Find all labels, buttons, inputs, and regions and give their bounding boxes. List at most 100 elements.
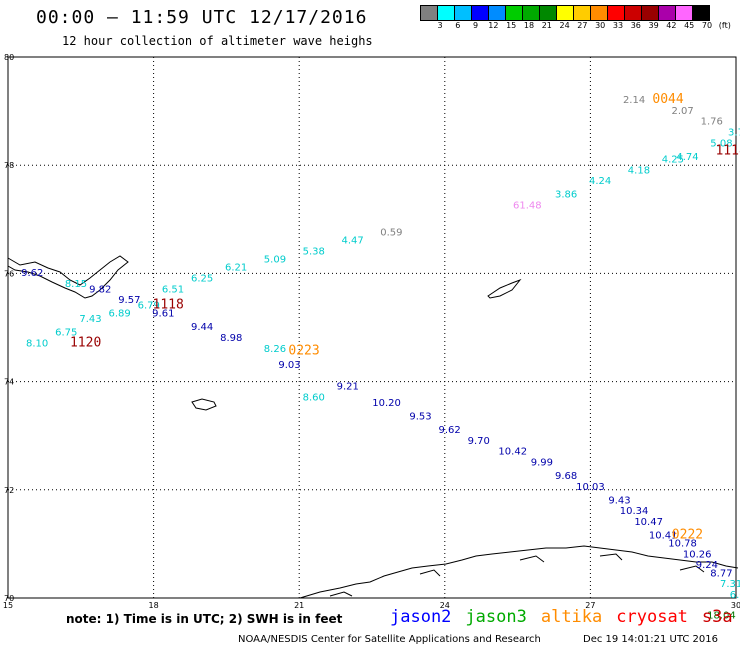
pass-time-label: 1118 bbox=[153, 298, 184, 313]
wave-height-label: 1.76 bbox=[701, 117, 723, 128]
wave-height-label: 9.68 bbox=[555, 471, 577, 482]
colorbar-labels: 3 6 9 12 15 18 21 24 27 30 33 36 39 42 45 70 (ft) bbox=[421, 21, 740, 33]
colorbar-label: 3 bbox=[437, 21, 443, 30]
pass-time-label: 0222 bbox=[672, 527, 703, 542]
note-text: note: 1) Time is in UTC; 2) SWH is in fe… bbox=[66, 612, 343, 626]
time-labels: 0044 1118 0223 1118 1120 0222 bbox=[70, 92, 740, 543]
colorbar-label: 30 bbox=[595, 21, 606, 30]
latitude-tick-label: 78 bbox=[4, 161, 14, 170]
longitude-tick-label: 27 bbox=[585, 601, 595, 610]
wave-height-label: 3.7 bbox=[728, 127, 740, 138]
wave-height-label: 5.38 bbox=[303, 246, 325, 257]
colorbar-label: 36 bbox=[630, 21, 641, 30]
wave-height-label: 8.26 bbox=[264, 344, 286, 355]
colorbar-label: 42 bbox=[666, 21, 677, 30]
wave-height-label: 10.41 bbox=[649, 530, 678, 541]
wave-height-label: 9.70 bbox=[468, 436, 490, 447]
norway-coastline-islands bbox=[329, 553, 705, 597]
latitude-tick-label: 76 bbox=[4, 269, 14, 278]
wave-height-label: 9.62 bbox=[439, 425, 461, 436]
bjornoya-coastline bbox=[191, 398, 217, 411]
latitude-tick-label: 80 bbox=[4, 53, 14, 62]
satellite-legend: jason2 jason3 altika cryosat s3a bbox=[390, 607, 740, 627]
colorbar-label: 9 bbox=[473, 21, 479, 30]
colorbar-label: 15 bbox=[506, 21, 517, 30]
wave-height-label: 9.03 bbox=[278, 360, 300, 371]
colorbar-label: 24 bbox=[559, 21, 570, 30]
wave-height-label: 4.24 bbox=[589, 176, 611, 187]
wave-height-label: 5.09 bbox=[264, 255, 286, 266]
wave-height-label: 4.47 bbox=[341, 236, 363, 247]
wave-height-label: 8.60 bbox=[303, 393, 325, 404]
wave-height-label: 9.61 bbox=[152, 309, 174, 320]
wave-height-label: 10.03 bbox=[576, 482, 605, 493]
observation-labels: 2.14 2.07 1.76 3.75.08 4.744.25 4.18 4.24 3.86 6… bbox=[21, 95, 740, 622]
wave-height-label: 10.26 bbox=[683, 549, 712, 560]
wave-height-label: 9.24 bbox=[696, 560, 718, 571]
satellite-legend-entry: cryosat bbox=[616, 607, 688, 627]
wave-height-label: 9.57 bbox=[118, 295, 140, 306]
footer-timestamp: Dec 19 14:01:21 UTC 2016 bbox=[583, 634, 718, 645]
longitude-tick-label: 24 bbox=[440, 601, 450, 610]
wave-height-label: 8.98 bbox=[220, 333, 242, 344]
wave-height-label: 6.89 bbox=[108, 309, 130, 320]
wave-height-label: 4.18 bbox=[628, 165, 650, 176]
colorbar-label: 70 bbox=[701, 21, 713, 30]
kong-karls-land-coastline bbox=[487, 278, 522, 299]
wave-height-label: 6.79 bbox=[138, 301, 160, 312]
wave-height-label: 6.21 bbox=[225, 263, 247, 274]
wave-height-label: 9.43 bbox=[608, 495, 630, 506]
wave-height-label: 18.04 bbox=[707, 611, 736, 622]
wave-height-label: 6.51 bbox=[162, 284, 184, 295]
colorbar bbox=[420, 5, 710, 21]
longitude-tick-labels: 15 18 21 24 27 30 bbox=[3, 601, 740, 610]
latitude-tick-label: 72 bbox=[4, 486, 14, 495]
colorbar-label: 27 bbox=[577, 21, 588, 30]
pass-time-label: 0044 bbox=[652, 92, 683, 107]
footer-credit: NOAA/NESDIS Center for Satellite Applica… bbox=[238, 634, 541, 645]
longitude-tick-label: 30 bbox=[731, 601, 740, 610]
wave-height-label: 10.20 bbox=[372, 398, 401, 409]
latitude-tick-label: 70 bbox=[4, 594, 14, 603]
satellite-legend-entry: jason3 bbox=[465, 607, 527, 627]
wave-height-label: 10.47 bbox=[634, 517, 663, 528]
satellite-legend-entry: altika bbox=[540, 607, 603, 627]
wave-height-label: 9.82 bbox=[89, 284, 111, 295]
wave-height-label: 9.99 bbox=[531, 457, 553, 468]
wave-height-label: 6.03 bbox=[730, 590, 740, 601]
latitude-tick-labels: 80 78 76 74 72 70 bbox=[4, 53, 14, 603]
wave-height-label: 0.59 bbox=[380, 228, 402, 239]
longitude-tick-label: 18 bbox=[149, 601, 159, 610]
wave-height-label: 8.77 bbox=[710, 568, 732, 579]
map-border bbox=[7, 56, 737, 599]
satellite-legend-entry: jason2 bbox=[390, 607, 452, 627]
norway-coastline bbox=[299, 545, 739, 599]
wave-height-label: 6.25 bbox=[191, 274, 213, 285]
wave-height-label: 9.53 bbox=[409, 411, 431, 422]
svalbard-coastline bbox=[7, 255, 129, 299]
satellite-legend-entry: s3a bbox=[701, 607, 733, 627]
wave-height-label: 5.08 bbox=[710, 138, 732, 149]
longitude-tick-label: 15 bbox=[3, 601, 13, 610]
pass-time-label: 0223 bbox=[288, 344, 319, 359]
colorbar-swatch bbox=[692, 5, 710, 21]
wave-height-label: 4.25 bbox=[662, 154, 684, 165]
wave-height-label: 10.78 bbox=[668, 539, 697, 550]
pass-time-label: 1120 bbox=[70, 335, 101, 350]
wave-height-label: 8.10 bbox=[26, 338, 48, 349]
wave-height-label: 9.21 bbox=[337, 382, 359, 393]
wave-height-label: 2.14 bbox=[623, 95, 645, 106]
wave-height-label: 9.62 bbox=[21, 268, 43, 279]
map-title: 00:00 – 11:59 UTC 12/17/2016 bbox=[36, 7, 368, 28]
longitude-tick-label: 21 bbox=[294, 601, 304, 610]
colorbar-label: 45 bbox=[684, 21, 695, 30]
colorbar-label: 18 bbox=[523, 21, 535, 30]
colorbar-label: 12 bbox=[488, 21, 499, 30]
wave-height-label: 2.07 bbox=[671, 106, 693, 117]
colorbar-label: 33 bbox=[612, 21, 624, 30]
map-subtitle: 12 hour collection of altimeter wave hei… bbox=[62, 34, 373, 48]
colorbar-label: 21 bbox=[541, 21, 552, 30]
wave-height-label: 4.74 bbox=[676, 152, 698, 163]
wave-height-label: 3.86 bbox=[555, 190, 577, 201]
